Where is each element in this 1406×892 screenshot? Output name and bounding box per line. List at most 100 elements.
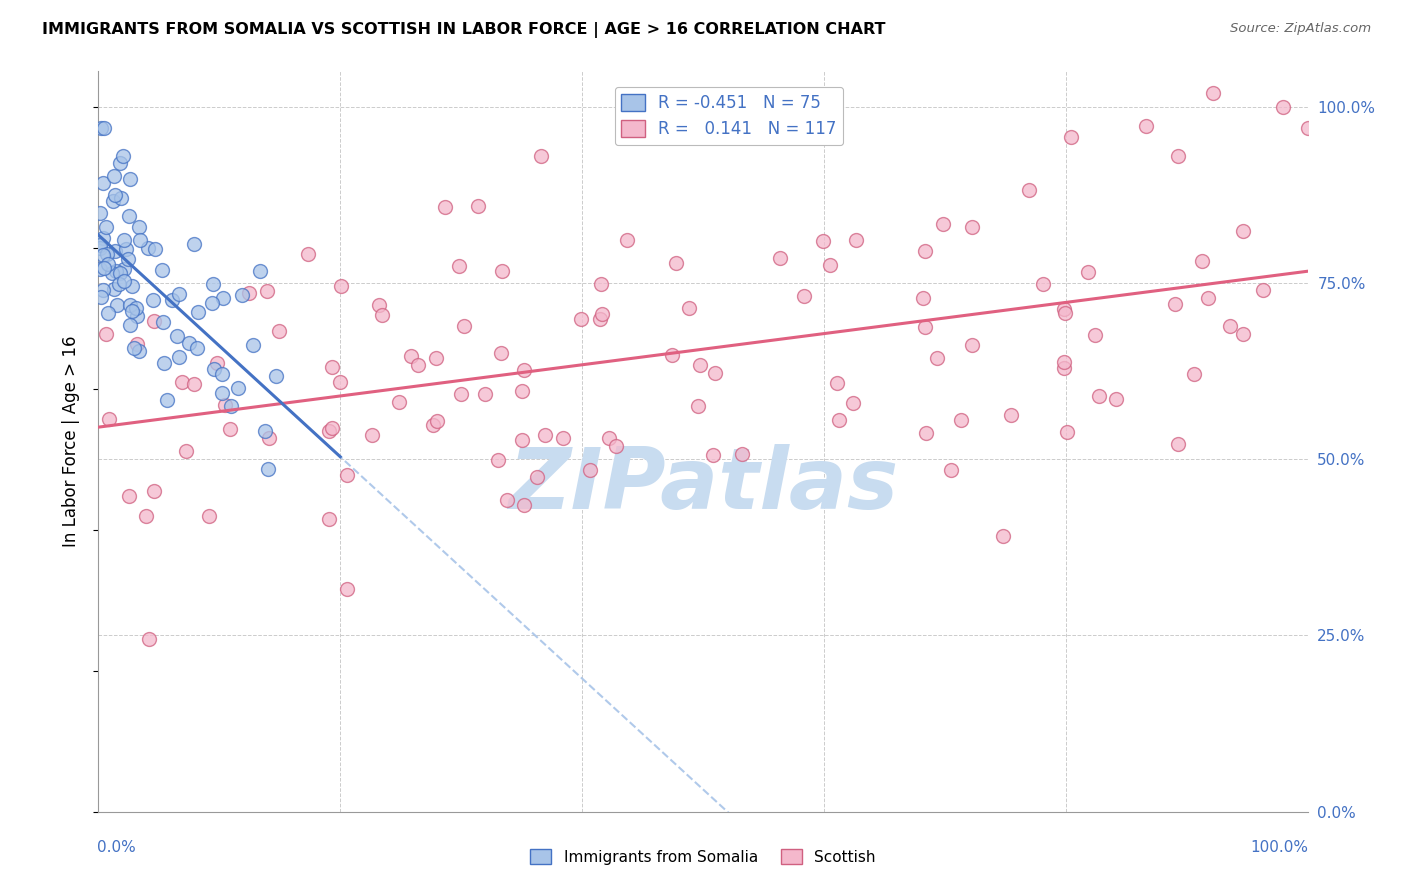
Point bbox=[360, 428, 382, 442]
Point bbox=[665, 255, 688, 269]
Point bbox=[827, 413, 849, 427]
Point bbox=[118, 489, 141, 503]
Point bbox=[474, 387, 496, 401]
Point bbox=[1135, 120, 1157, 134]
Point bbox=[110, 266, 132, 280]
Point bbox=[138, 632, 160, 647]
Point bbox=[702, 448, 724, 462]
Point bbox=[489, 346, 512, 360]
Point bbox=[1219, 319, 1241, 334]
Point bbox=[112, 233, 135, 247]
Point bbox=[678, 301, 700, 315]
Point bbox=[1191, 253, 1213, 268]
Point bbox=[467, 199, 489, 213]
Point bbox=[993, 528, 1015, 542]
Point bbox=[453, 318, 475, 333]
Point bbox=[112, 274, 135, 288]
Point bbox=[103, 169, 125, 183]
Point bbox=[406, 359, 429, 373]
Point bbox=[962, 338, 984, 352]
Point bbox=[335, 467, 357, 482]
Point bbox=[186, 341, 208, 355]
Point bbox=[513, 363, 536, 377]
Point bbox=[820, 258, 842, 272]
Point bbox=[962, 219, 984, 234]
Text: 100.0%: 100.0% bbox=[1251, 840, 1309, 855]
Point bbox=[174, 444, 197, 458]
Point bbox=[211, 385, 233, 400]
Point bbox=[98, 411, 121, 425]
Point bbox=[125, 337, 148, 351]
Point bbox=[187, 305, 209, 319]
Point bbox=[526, 470, 548, 484]
Point bbox=[91, 247, 114, 261]
Point bbox=[125, 301, 148, 315]
Point bbox=[845, 233, 868, 247]
Point bbox=[914, 319, 936, 334]
Point bbox=[579, 463, 602, 477]
Point bbox=[97, 306, 120, 320]
Point bbox=[1018, 184, 1040, 198]
Point bbox=[256, 285, 278, 299]
Point bbox=[142, 314, 165, 328]
Point bbox=[825, 376, 848, 390]
Point bbox=[143, 483, 166, 498]
Point bbox=[914, 425, 936, 440]
Point bbox=[939, 463, 962, 477]
Point bbox=[703, 366, 725, 380]
Point bbox=[89, 241, 111, 255]
Point bbox=[591, 307, 613, 321]
Point bbox=[598, 431, 620, 445]
Point bbox=[329, 375, 352, 389]
Point bbox=[142, 293, 165, 308]
Point bbox=[769, 252, 792, 266]
Point bbox=[166, 329, 188, 343]
Point bbox=[329, 279, 352, 293]
Point bbox=[103, 194, 125, 208]
Point bbox=[318, 424, 340, 438]
Point bbox=[1087, 389, 1109, 403]
Point bbox=[183, 236, 205, 251]
Point bbox=[1182, 367, 1205, 381]
Point bbox=[118, 171, 141, 186]
Point bbox=[107, 277, 129, 291]
Point bbox=[1056, 425, 1078, 440]
Point bbox=[932, 217, 955, 231]
Point bbox=[101, 266, 124, 280]
Point bbox=[120, 318, 142, 333]
Point bbox=[226, 381, 249, 395]
Point bbox=[93, 120, 115, 135]
Point bbox=[112, 261, 135, 276]
Point bbox=[1053, 360, 1076, 375]
Point bbox=[1296, 120, 1319, 135]
Point bbox=[433, 200, 456, 214]
Point bbox=[401, 349, 423, 363]
Point bbox=[202, 361, 225, 376]
Point bbox=[96, 247, 118, 261]
Point bbox=[218, 422, 240, 436]
Point bbox=[1164, 297, 1187, 311]
Point bbox=[97, 257, 120, 271]
Point bbox=[127, 310, 149, 324]
Point bbox=[170, 376, 193, 390]
Point bbox=[388, 394, 411, 409]
Point bbox=[1105, 392, 1128, 406]
Point bbox=[90, 120, 112, 135]
Point bbox=[321, 359, 343, 374]
Y-axis label: In Labor Force | Age > 16: In Labor Force | Age > 16 bbox=[62, 335, 80, 548]
Point bbox=[925, 351, 948, 365]
Point bbox=[121, 304, 143, 318]
Point bbox=[110, 191, 132, 205]
Point bbox=[118, 209, 141, 223]
Point bbox=[143, 243, 166, 257]
Point bbox=[91, 283, 114, 297]
Point bbox=[89, 238, 111, 252]
Point bbox=[231, 288, 253, 302]
Point bbox=[605, 439, 627, 453]
Point bbox=[1272, 100, 1295, 114]
Point bbox=[110, 155, 132, 169]
Point bbox=[238, 286, 260, 301]
Point bbox=[950, 413, 973, 427]
Point bbox=[1052, 302, 1074, 317]
Point bbox=[205, 356, 228, 370]
